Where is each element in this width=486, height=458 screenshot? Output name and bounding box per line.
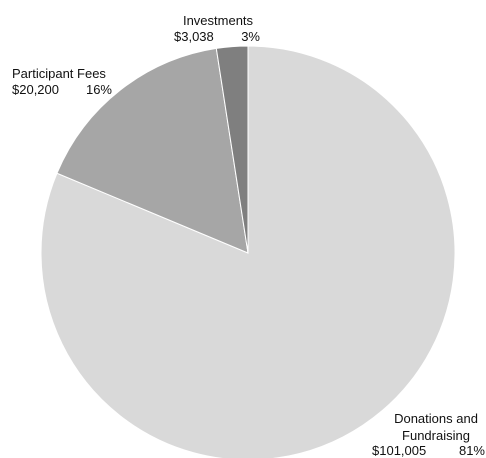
slice-investments <box>215 45 249 254</box>
label-donations-line2: Fundraising <box>402 428 470 443</box>
slice-participant-fees <box>56 47 249 254</box>
value-investments: $3,038 <box>174 29 214 44</box>
percent-donations: 81% <box>459 443 485 458</box>
label-participant-fees-line1: Participant Fees <box>12 66 106 81</box>
percent-investments: 3% <box>241 29 260 44</box>
label-investments-line1: Investments <box>183 13 254 28</box>
value-donations: $101,005 <box>372 443 426 458</box>
label-donations-line1: Donations and <box>394 411 478 426</box>
label-donations: Donations and Fundraising $101,005 81% <box>372 411 485 458</box>
percent-participant-fees: 16% <box>86 82 112 97</box>
slice-donations-fundraising <box>40 45 456 458</box>
label-participant-fees: Participant Fees $20,200 16% <box>12 66 112 97</box>
label-investments: Investments $3,038 3% <box>174 13 260 44</box>
value-participant-fees: $20,200 <box>12 82 59 97</box>
pie-slices <box>40 45 456 458</box>
